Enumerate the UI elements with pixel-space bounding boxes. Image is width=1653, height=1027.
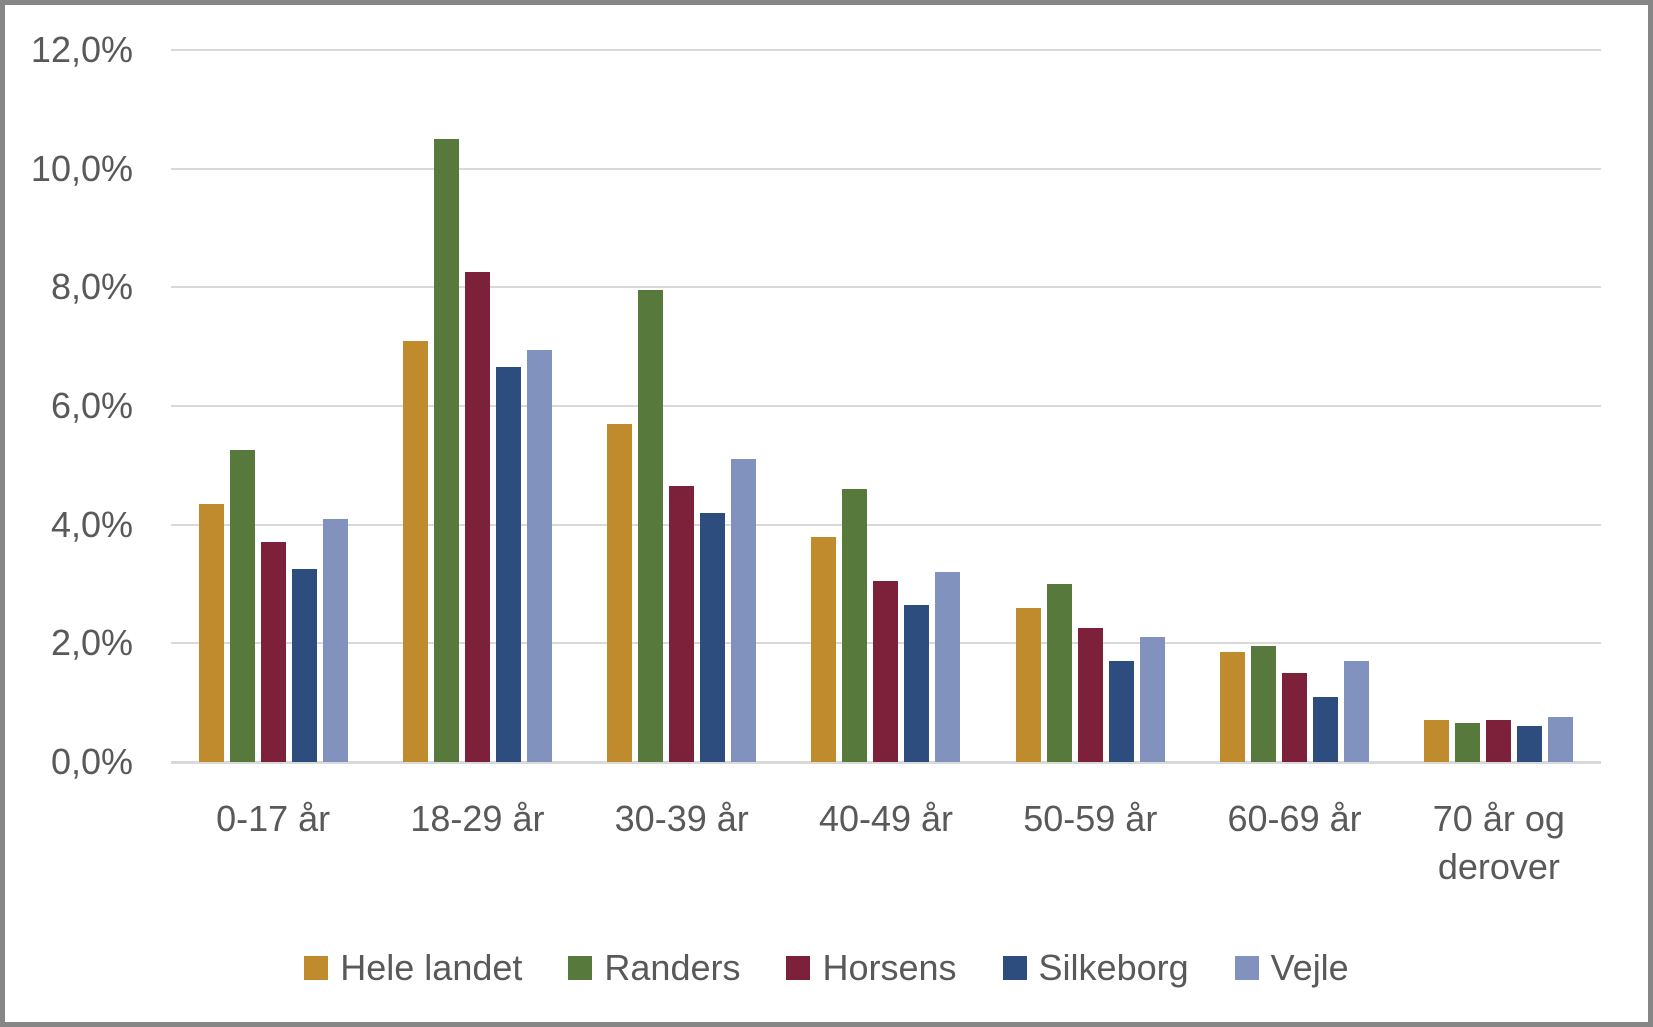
bar-silkeborg (1313, 697, 1339, 762)
gridline (171, 523, 1601, 526)
bar-randers (842, 489, 868, 762)
bar-horsens (260, 542, 286, 762)
bar-group-30-39-r (580, 50, 784, 762)
bar-vejle (731, 459, 757, 762)
legend-label: Hele landet (340, 947, 523, 988)
bar-vejle (526, 350, 552, 762)
bar-silkeborg (700, 513, 726, 762)
x-axis-label: 18-29 år (410, 798, 545, 839)
bar-horsens (1486, 720, 1512, 762)
bar-group-70-r-og-derover (1397, 50, 1601, 762)
bar-vejle (1548, 717, 1574, 762)
y-tick-label: 0,0% (50, 741, 133, 782)
bar-randers (638, 290, 664, 762)
bar-group-60-69-r (1192, 50, 1396, 762)
x-axis-label: 70 år og derover (1432, 798, 1565, 887)
legend-swatch-icon (304, 956, 329, 980)
bar-hele-landet (811, 537, 837, 762)
y-tick-label: 6,0% (50, 385, 133, 426)
bar-vejle (935, 572, 961, 762)
bar-randers (433, 139, 459, 762)
bar-randers (1046, 584, 1072, 762)
legend-label: Silkeborg (1038, 947, 1189, 988)
bar-group-50-59-r (988, 50, 1192, 762)
bar-silkeborg (1517, 726, 1543, 762)
x-axis-label: 50-59 år (1023, 798, 1158, 839)
x-axis-label: 60-69 år (1227, 798, 1362, 839)
legend-item-randers: Randers (568, 947, 740, 989)
legend-swatch-icon (568, 956, 593, 980)
legend-item-hele-landet: Hele landet (304, 947, 522, 989)
y-tick-label: 10,0% (30, 147, 133, 189)
bar-group-40-49-r (784, 50, 988, 762)
x-axis-label: 0-17 år (216, 798, 331, 839)
bar-hele-landet (402, 341, 428, 762)
legend: Hele landet Randers Horsens Silkeborg Vejle (5, 947, 1648, 989)
bar-silkeborg (291, 569, 317, 762)
legend-item-vejle: Vejle (1234, 947, 1349, 989)
legend-label: Horsens (822, 947, 957, 988)
bar-randers (1251, 646, 1277, 762)
y-tick-label: 2,0% (50, 622, 133, 664)
bar-horsens (669, 486, 695, 762)
gridline (171, 167, 1601, 170)
bar-vejle (1344, 661, 1370, 762)
x-axis-label: 30-39 år (614, 798, 749, 839)
gridline (171, 405, 1601, 407)
bar-silkeborg (1108, 661, 1134, 762)
x-axis-label: 40-49 år (818, 798, 954, 839)
bar-group-18-29-r (375, 50, 579, 762)
bar-horsens (1282, 673, 1308, 762)
legend-swatch-icon (1234, 956, 1259, 980)
bar-hele-landet (607, 424, 633, 762)
bar-horsens (464, 272, 490, 762)
bar-silkeborg (904, 605, 930, 762)
gridline (171, 49, 1601, 51)
bar-horsens (1077, 628, 1103, 762)
bar-hele-landet (1220, 652, 1246, 762)
bar-horsens (873, 581, 899, 762)
bar-vejle (322, 519, 348, 762)
bar-randers (229, 450, 255, 762)
legend-swatch-icon (1002, 956, 1027, 980)
bar-hele-landet (1424, 720, 1450, 762)
bar-vejle (1139, 637, 1165, 762)
legend-swatch-icon (786, 956, 811, 980)
y-tick-label: 12,0% (30, 29, 133, 70)
bar-hele-landet (1015, 608, 1041, 762)
legend-item-horsens: Horsens (786, 947, 957, 989)
bar-hele-landet (198, 504, 224, 762)
bar-group-0-17-r (171, 50, 375, 762)
y-tick-label: 8,0% (50, 266, 133, 308)
legend-label: Randers (604, 947, 741, 988)
y-tick-label: 4,0% (50, 503, 133, 545)
bar-silkeborg (495, 367, 521, 762)
x-axis-line (171, 761, 1601, 764)
bar-randers (1455, 723, 1481, 762)
gridline (171, 286, 1601, 289)
legend-item-silkeborg: Silkeborg (1002, 947, 1189, 989)
legend-label: Vejle (1270, 947, 1349, 988)
